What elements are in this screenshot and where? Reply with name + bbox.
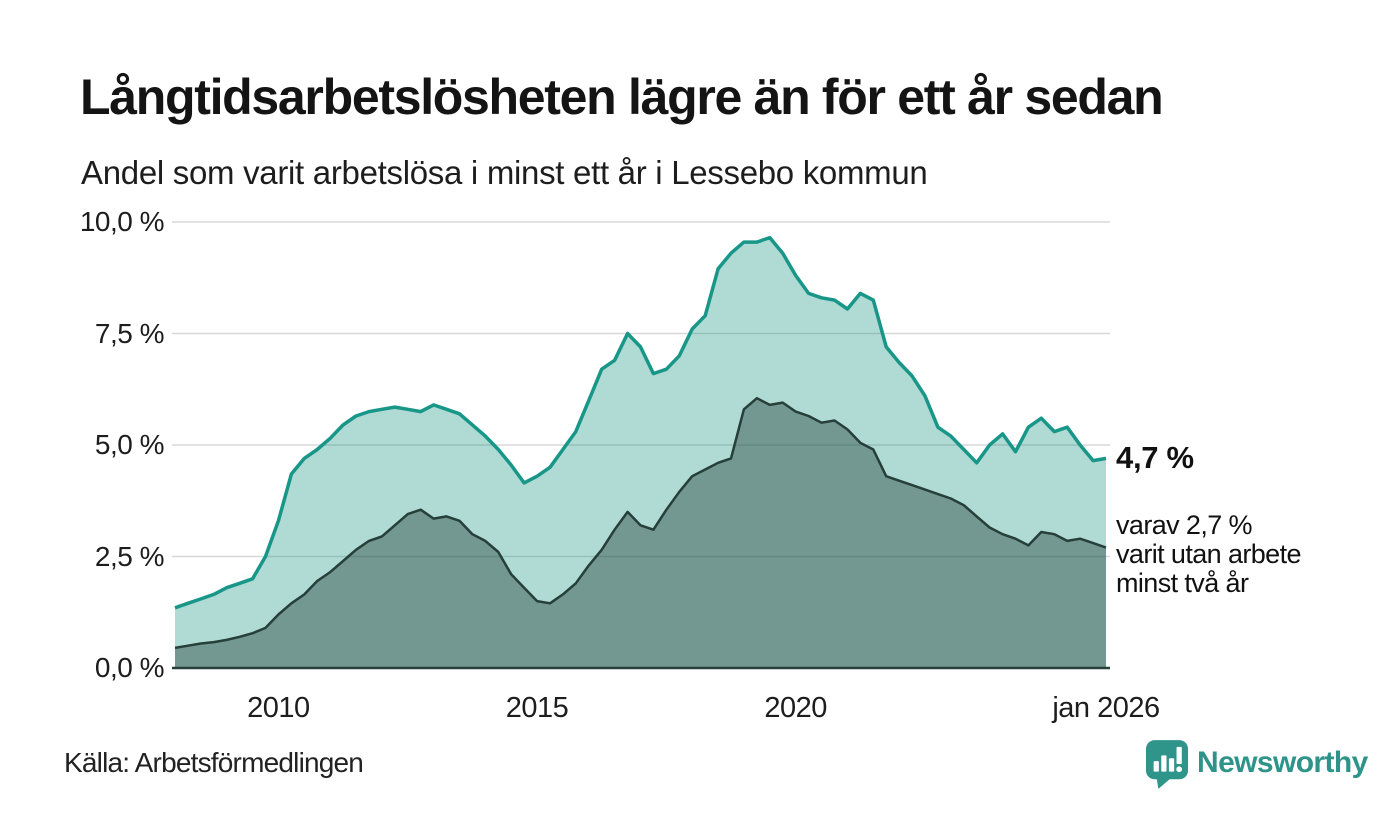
y-tick-label: 5,0 % xyxy=(94,429,165,460)
source-label: Källa: Arbetsförmedlingen xyxy=(64,747,364,778)
newsworthy-wordmark: Newsworthy xyxy=(1197,746,1368,779)
x-tick-label: 2020 xyxy=(764,692,827,724)
latest-value-label: 4,7 % xyxy=(1116,440,1194,475)
secondary-annotation: varav 2,7 % varit utan arbete minst två … xyxy=(1116,510,1302,598)
chart-title: Långtidsarbetslösheten lägre än för ett … xyxy=(80,69,1164,125)
area-minst-tva-ar xyxy=(175,398,1106,668)
x-tick-label: jan 2026 xyxy=(1052,692,1160,724)
secondary-annotation-line: minst två år xyxy=(1116,568,1249,598)
x-tick-label: 2015 xyxy=(505,692,569,724)
y-tick-label: 2,5 % xyxy=(94,540,165,572)
y-tick-label: 10,0 % xyxy=(79,206,165,237)
x-tick-label: 2010 xyxy=(247,692,310,724)
secondary-annotation-line: varit utan arbete xyxy=(1116,539,1302,569)
secondary-annotation-line: varav 2,7 % xyxy=(1116,510,1253,540)
area-minst-ett-ar xyxy=(175,237,1106,668)
chart-subtitle: Andel som varit arbetslösa i minst ett å… xyxy=(81,154,928,191)
newsworthy-logo: Newsworthy xyxy=(1146,740,1368,789)
line-minst-tva-ar xyxy=(174,396,1107,650)
y-tick-label: 7,5 % xyxy=(94,317,165,349)
line-minst-ett-ar xyxy=(174,235,1107,610)
newsworthy-icon xyxy=(1146,740,1188,789)
y-tick-label: 0,0 % xyxy=(94,652,165,683)
